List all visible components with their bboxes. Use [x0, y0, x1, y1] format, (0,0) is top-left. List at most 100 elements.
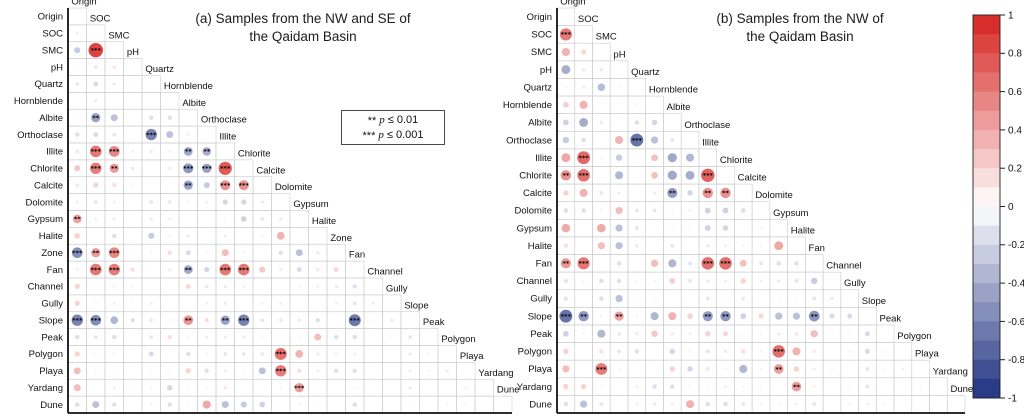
significance-marker: *** — [220, 165, 231, 173]
correlation-dot — [848, 403, 851, 406]
correlation-dot — [348, 314, 361, 327]
significance-marker: ** — [222, 316, 229, 324]
variable-label: Gully — [386, 283, 408, 294]
variable-label: Albite — [528, 118, 552, 129]
correlation-dot — [219, 263, 232, 276]
correlation-dot — [113, 352, 116, 356]
correlation-dot — [334, 368, 339, 373]
correlation-dot — [597, 83, 606, 92]
variable-label: Illite — [219, 132, 236, 143]
correlation-dot — [617, 86, 621, 89]
correlation-dot — [113, 285, 116, 288]
significance-marker: ** — [616, 312, 623, 320]
variable-label: Slope — [528, 311, 552, 322]
correlation-dot — [701, 257, 715, 270]
correlation-dot — [314, 333, 322, 341]
correlation-dot — [597, 242, 605, 250]
colorbar-band — [973, 129, 1000, 150]
correlation-dot — [75, 268, 79, 271]
significance-marker: *** — [109, 266, 120, 274]
correlation-dot — [187, 200, 190, 204]
correlation-dot — [260, 352, 265, 356]
variable-label: Orthoclase — [201, 115, 247, 126]
correlation-dot — [334, 352, 338, 356]
correlation-dot — [260, 301, 264, 305]
correlation-dot — [258, 367, 266, 375]
correlation-dot — [634, 120, 640, 125]
significance-marker: *** — [561, 312, 572, 320]
variable-label: SMC — [596, 32, 617, 43]
panel-a-dots — [71, 31, 468, 409]
correlation-dot — [90, 314, 102, 326]
variable-label: Channel — [28, 282, 63, 293]
correlation-dot — [579, 118, 589, 127]
correlation-dot — [91, 248, 101, 258]
variable-label: Quartz — [523, 82, 552, 93]
correlation-dot — [186, 234, 190, 238]
correlation-dot — [668, 259, 677, 268]
variable-label: Dolomite — [515, 206, 553, 217]
significance-stars: *** — [362, 129, 376, 142]
significance-marker: ** — [722, 312, 729, 320]
correlation-dot — [149, 115, 154, 120]
variable-label: Hornblende — [164, 81, 213, 92]
variable-label: pH — [540, 65, 552, 76]
correlation-dot — [145, 128, 157, 141]
variable-label: Fan — [809, 243, 825, 254]
correlation-dot — [94, 352, 97, 356]
correlation-dot — [202, 400, 211, 409]
correlation-dot — [599, 278, 604, 284]
correlation-dot — [812, 349, 816, 354]
correlation-dot — [202, 147, 212, 156]
correlation-dot — [149, 301, 153, 305]
correlation-dot — [653, 279, 656, 283]
correlation-dot — [581, 49, 587, 55]
correlation-dot — [130, 267, 135, 272]
panel-a-axes — [67, 8, 512, 414]
correlation-dot — [73, 384, 81, 392]
correlation-dot — [275, 365, 287, 377]
variable-label: Gully — [41, 299, 63, 310]
correlation-dot — [222, 199, 228, 205]
correlation-dot — [848, 385, 851, 388]
variable-label: Slope — [39, 315, 63, 326]
significance-marker: ** — [185, 316, 192, 324]
correlation-dot — [562, 365, 570, 373]
significance-marker: *** — [109, 148, 120, 156]
correlation-dot — [600, 385, 603, 388]
correlation-dot — [112, 386, 116, 390]
correlation-dot — [150, 251, 153, 254]
correlation-dot — [563, 278, 569, 284]
correlation-dot — [204, 284, 209, 289]
significance-legend-row-2: *** p ≤ 0.001 — [363, 128, 424, 143]
correlation-dot — [581, 137, 586, 143]
colorbar — [972, 14, 1001, 399]
significance-marker: *** — [632, 136, 643, 144]
correlation-dot — [74, 165, 81, 172]
significance-threshold: ≤ 0.001 — [386, 128, 424, 141]
correlation-dot — [131, 285, 134, 288]
variable-label: Origin — [38, 12, 63, 23]
variable-label: Orthoclase — [506, 135, 552, 146]
correlation-dot — [112, 233, 117, 238]
correlation-dot — [582, 332, 585, 335]
correlation-dot — [93, 65, 98, 69]
significance-marker: *** — [91, 316, 102, 324]
correlation-dot — [464, 403, 467, 406]
panel-b-title: (b) Samples from the NW of the Qaidam Ba… — [716, 10, 883, 46]
correlation-dot — [705, 331, 711, 337]
correlation-dot — [650, 259, 659, 267]
panel-a-diagonal-labels: Origin SOC SMC pH Quartz Hornblende Albite Orth… — [71, 0, 519, 396]
colorbar-ticks: 1 0.8 0.6 0.4 0.2 0 -0.2 -0.4 -0.6 -0.8 -1 — [1000, 10, 1024, 404]
variable-label: Zone — [41, 248, 63, 259]
variable-label: SOC — [531, 30, 552, 41]
correlation-dot — [595, 363, 608, 375]
variable-label: Origin — [560, 0, 585, 8]
variable-label: Halite — [39, 231, 63, 242]
correlation-dot — [445, 369, 449, 373]
correlation-dot — [297, 318, 301, 322]
correlation-dot — [316, 403, 319, 406]
correlation-dot — [205, 200, 209, 204]
correlation-dot — [651, 154, 659, 162]
correlation-dot — [615, 242, 623, 250]
